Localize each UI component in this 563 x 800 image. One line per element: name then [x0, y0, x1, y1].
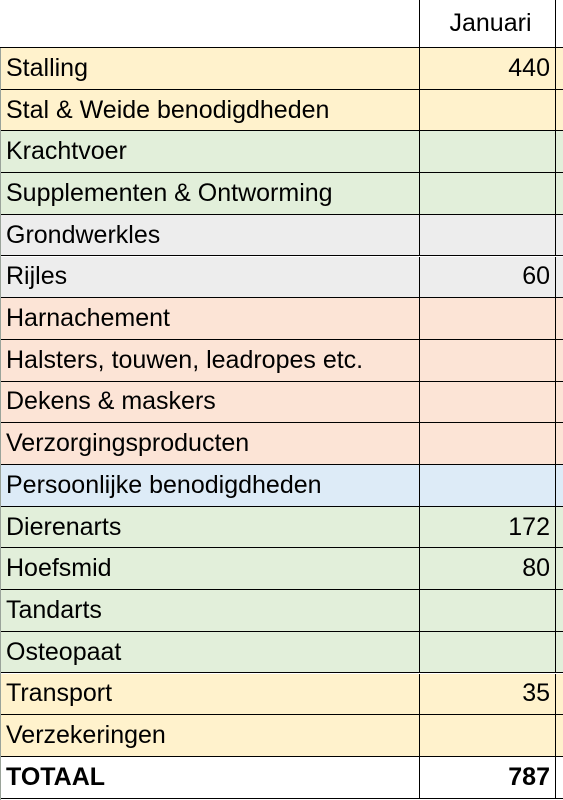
- expense-next-month-cell[interactable]: [556, 298, 563, 340]
- expense-label[interactable]: Persoonlijke benodigdheden: [0, 465, 420, 507]
- expense-label[interactable]: Grondwerkles: [0, 214, 420, 257]
- expense-label[interactable]: Dekens & maskers: [0, 381, 420, 424]
- expense-januari-value[interactable]: 35: [420, 673, 556, 716]
- header-month-januari[interactable]: Januari: [420, 0, 556, 48]
- expense-januari-value[interactable]: [420, 590, 556, 632]
- expense-label[interactable]: Stal & Weide benodigdheden: [0, 89, 420, 132]
- expense-row: Dierenarts 172: [0, 506, 563, 549]
- sheet-left-edge: [0, 48, 1, 800]
- expense-label[interactable]: Hoefsmid: [0, 548, 420, 591]
- expense-januari-value[interactable]: [420, 214, 556, 257]
- expense-next-month-cell[interactable]: [556, 339, 563, 382]
- expense-januari-value[interactable]: [420, 465, 556, 507]
- header-row: Januari: [0, 0, 563, 48]
- expense-januari-value[interactable]: [420, 173, 556, 215]
- expense-label[interactable]: Dierenarts: [0, 506, 420, 549]
- header-label-cell[interactable]: [0, 0, 420, 48]
- expense-row: Halsters, touwen, leadropes etc.: [0, 339, 563, 382]
- expense-row: Transport 35: [0, 673, 563, 716]
- expense-row: Stalling 440: [0, 48, 563, 90]
- expense-januari-value[interactable]: 80: [420, 548, 556, 591]
- expense-januari-value[interactable]: 172: [420, 506, 556, 549]
- expense-januari-value[interactable]: [420, 631, 556, 674]
- total-label[interactable]: TOTAAL: [0, 756, 420, 799]
- expense-label[interactable]: Rijles: [0, 256, 420, 299]
- expense-row: Persoonlijke benodigdheden: [0, 465, 563, 507]
- expense-januari-value[interactable]: [420, 715, 556, 757]
- expense-label[interactable]: Transport: [0, 673, 420, 716]
- expense-row: Tandarts: [0, 590, 563, 632]
- total-next-month-cell[interactable]: [556, 756, 563, 799]
- expense-row: Stal & Weide benodigdheden: [0, 89, 563, 132]
- expense-next-month-cell[interactable]: [556, 256, 563, 299]
- header-next-month-cell[interactable]: [556, 0, 563, 48]
- expense-januari-value[interactable]: [420, 298, 556, 340]
- expense-januari-value[interactable]: [420, 423, 556, 465]
- expense-label[interactable]: Verzekeringen: [0, 715, 420, 757]
- expense-label[interactable]: Verzorgingsproducten: [0, 423, 420, 465]
- expense-label[interactable]: Krachtvoer: [0, 131, 420, 174]
- expense-next-month-cell[interactable]: [556, 173, 563, 215]
- expense-label[interactable]: Osteopaat: [0, 631, 420, 674]
- expense-row: Grondwerkles: [0, 214, 563, 257]
- total-row: TOTAAL 787: [0, 756, 563, 799]
- expense-next-month-cell[interactable]: [556, 89, 563, 132]
- expense-next-month-cell[interactable]: [556, 214, 563, 257]
- expense-row: Supplementen & Ontworming: [0, 173, 563, 215]
- expense-next-month-cell[interactable]: [556, 48, 563, 90]
- expense-label[interactable]: Halsters, touwen, leadropes etc.: [0, 339, 420, 382]
- expense-row: Rijles 60: [0, 256, 563, 299]
- expense-row: Verzorgingsproducten: [0, 423, 563, 465]
- expense-next-month-cell[interactable]: [556, 673, 563, 716]
- expense-label[interactable]: Stalling: [0, 48, 420, 90]
- expense-next-month-cell[interactable]: [556, 548, 563, 591]
- total-januari-value[interactable]: 787: [420, 756, 556, 799]
- expense-row: Krachtvoer: [0, 131, 563, 174]
- expense-next-month-cell[interactable]: [556, 715, 563, 757]
- expense-label[interactable]: Supplementen & Ontworming: [0, 173, 420, 215]
- expense-row: Harnachement: [0, 298, 563, 340]
- expense-januari-value[interactable]: [420, 339, 556, 382]
- expense-januari-value[interactable]: [420, 381, 556, 424]
- expense-next-month-cell[interactable]: [556, 381, 563, 424]
- expense-januari-value[interactable]: 440: [420, 48, 556, 90]
- expense-next-month-cell[interactable]: [556, 131, 563, 174]
- expense-januari-value[interactable]: [420, 131, 556, 174]
- expense-row: Hoefsmid 80: [0, 548, 563, 591]
- expense-next-month-cell[interactable]: [556, 631, 563, 674]
- expense-next-month-cell[interactable]: [556, 423, 563, 465]
- expense-row: Osteopaat: [0, 631, 563, 674]
- expense-next-month-cell[interactable]: [556, 465, 563, 507]
- expense-next-month-cell[interactable]: [556, 590, 563, 632]
- expense-next-month-cell[interactable]: [556, 506, 563, 549]
- expense-januari-value[interactable]: [420, 89, 556, 132]
- expense-label[interactable]: Tandarts: [0, 590, 420, 632]
- expense-label[interactable]: Harnachement: [0, 298, 420, 340]
- expense-row: Verzekeringen: [0, 715, 563, 757]
- expense-row: Dekens & maskers: [0, 381, 563, 424]
- expense-januari-value[interactable]: 60: [420, 256, 556, 299]
